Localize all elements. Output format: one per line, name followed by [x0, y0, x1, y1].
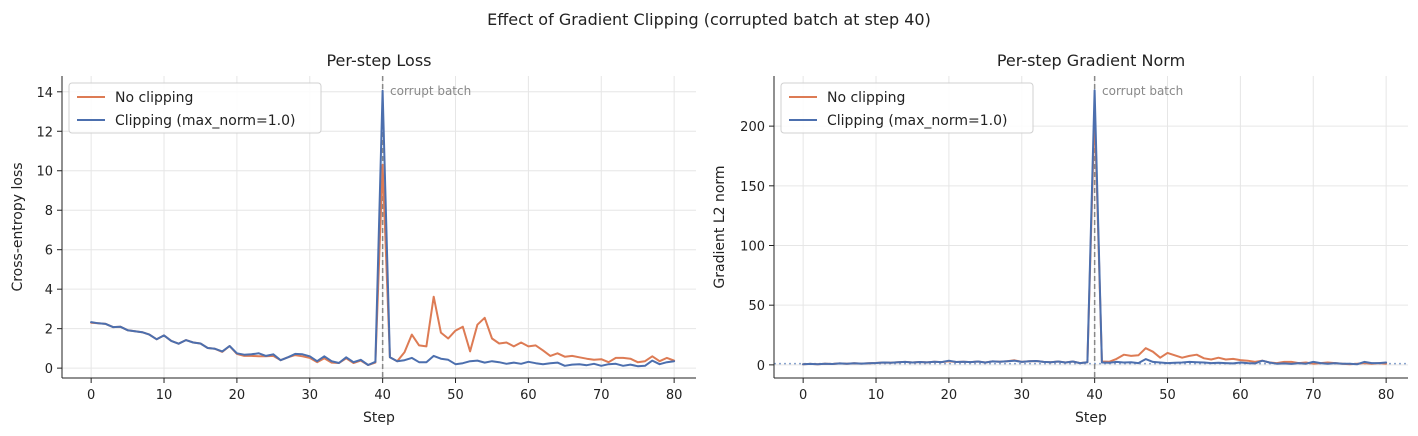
y-tick-label: 0 — [757, 359, 765, 374]
x-tick-label: 70 — [593, 388, 610, 403]
x-tick-label: 80 — [666, 388, 683, 403]
x-tick-label: 50 — [447, 388, 464, 403]
y-tick-label: 12 — [36, 125, 53, 140]
x-tick-label: 60 — [1232, 388, 1249, 403]
legend: No clipping Clipping (max_norm=1.0) — [68, 82, 322, 134]
figure-suptitle: Effect of Gradient Clipping (corrupted b… — [487, 10, 931, 29]
x-tick-label: 30 — [301, 388, 318, 403]
x-tick-label: 10 — [868, 388, 885, 403]
legend: No clipping Clipping (max_norm=1.0) — [780, 82, 1034, 134]
y-tick-label: 200 — [740, 120, 765, 135]
legend-label-clipping: Clipping (max_norm=1.0) — [115, 113, 295, 129]
x-tick-label: 0 — [87, 388, 95, 403]
gradient-norm-chart: 0 10 20 30 40 50 60 70 80 0 50 100 150 200 Per-step … — [712, 51, 1408, 426]
x-tick-label: 30 — [1013, 388, 1030, 403]
x-tick-label: 20 — [941, 388, 958, 403]
legend-label-no-clipping: No clipping — [115, 90, 193, 106]
axes — [769, 76, 1408, 383]
x-tick-label: 10 — [156, 388, 173, 403]
x-tick-labels: 0 10 20 30 40 50 60 70 80 — [87, 388, 682, 403]
x-tick-label: 40 — [374, 388, 391, 403]
x-tick-label: 50 — [1159, 388, 1176, 403]
x-tick-labels: 0 10 20 30 40 50 60 70 80 — [799, 388, 1394, 403]
y-tick-label: 14 — [36, 86, 53, 101]
series-lines — [802, 89, 1388, 366]
y-tick-label: 100 — [740, 240, 765, 255]
x-tick-label: 60 — [520, 388, 537, 403]
legend-box — [68, 82, 322, 134]
annotation-corrupt-batch: corrupt batch — [1102, 84, 1183, 98]
x-tick-label: 80 — [1378, 388, 1395, 403]
x-tick-label: 40 — [1086, 388, 1103, 403]
series-lines — [90, 89, 676, 368]
y-tick-label: 8 — [45, 204, 53, 219]
x-axis-label: Step — [363, 410, 395, 426]
x-tick-label: 0 — [799, 388, 807, 403]
legend-box — [780, 82, 1034, 134]
annotation-corrupt-batch: corrupt batch — [390, 84, 471, 98]
y-tick-label: 2 — [45, 323, 53, 338]
y-tick-labels: 0 50 100 150 200 — [740, 120, 765, 374]
y-axis-label: Cross-entropy loss — [10, 162, 26, 291]
y-axis-label: Gradient L2 norm — [712, 165, 728, 288]
y-tick-label: 4 — [45, 283, 53, 298]
y-tick-label: 50 — [748, 299, 765, 314]
series-line-clipping — [90, 89, 676, 368]
x-tick-label: 70 — [1305, 388, 1322, 403]
y-tick-label: 0 — [45, 362, 53, 377]
loss-chart: 0 10 20 30 40 50 60 70 80 0 2 4 6 8 10 12 14 Per-step L… — [10, 51, 696, 426]
y-tick-label: 10 — [36, 165, 53, 180]
axes — [57, 76, 696, 383]
x-tick-label: 20 — [229, 388, 246, 403]
chart-title: Per-step Loss — [326, 51, 431, 70]
series-line-clipping — [802, 89, 1388, 366]
legend-label-clipping: Clipping (max_norm=1.0) — [827, 113, 1007, 129]
y-tick-label: 6 — [45, 244, 53, 259]
y-tick-labels: 0 2 4 6 8 10 12 14 — [36, 86, 53, 377]
legend-label-no-clipping: No clipping — [827, 90, 905, 106]
chart-title: Per-step Gradient Norm — [997, 51, 1185, 70]
y-tick-label: 150 — [740, 180, 765, 195]
x-axis-label: Step — [1075, 410, 1107, 426]
